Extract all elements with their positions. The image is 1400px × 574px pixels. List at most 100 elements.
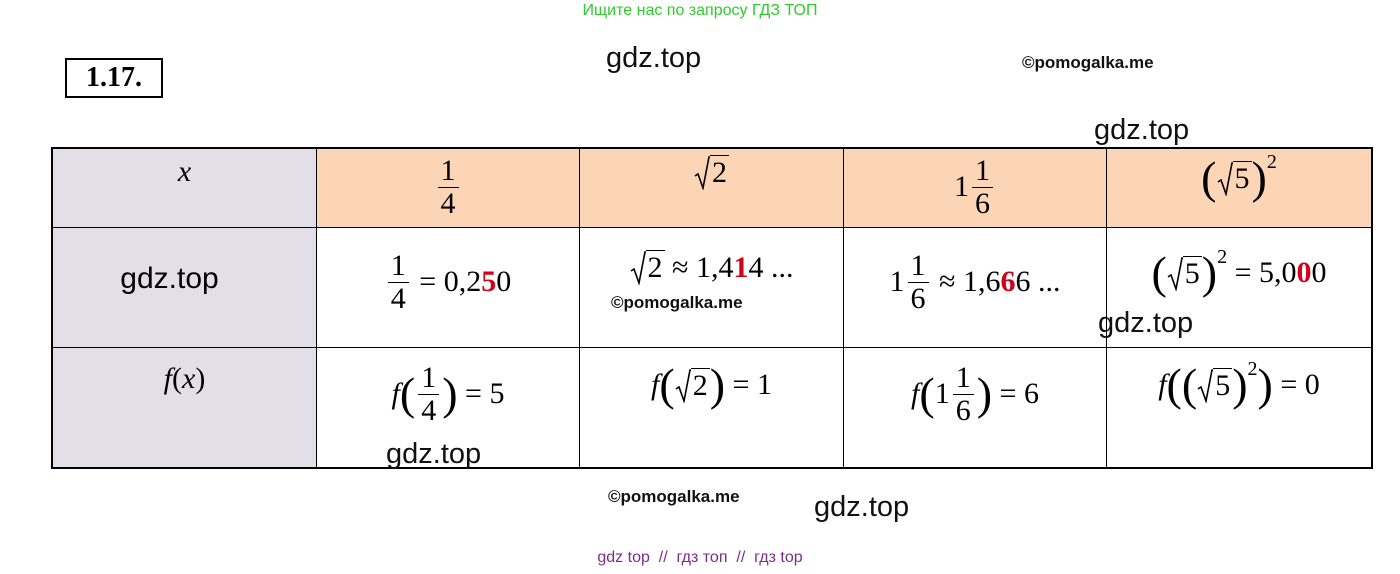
expression: x: [178, 155, 191, 189]
expression: f(2) = 1: [651, 362, 772, 408]
math-text: = 5,0: [1227, 256, 1297, 289]
radical-sign: [694, 156, 710, 190]
math-big: ): [1257, 359, 1273, 410]
math-big: (: [1166, 359, 1182, 410]
denominator: 4: [440, 186, 456, 220]
math-big: ): [1201, 247, 1218, 298]
numerator: 1: [437, 155, 459, 188]
math-red: 5: [481, 265, 497, 298]
denominator: 6: [910, 281, 926, 315]
math-text: ): [195, 362, 206, 395]
expression: gdz.top: [120, 250, 248, 296]
table-cell: f(2) = 1: [580, 348, 844, 467]
radical-sign: [1217, 161, 1233, 196]
radicand: 2: [710, 155, 729, 189]
denominator: 4: [390, 281, 406, 315]
table-cell: (5) 2 = 5,0 0 0: [1107, 228, 1371, 348]
radical-sign: [675, 368, 691, 403]
math-i: f: [911, 377, 920, 410]
math-sup: 2: [1247, 358, 1258, 380]
math-text: = 0: [1272, 368, 1320, 401]
denominator: 6: [975, 186, 990, 220]
numerator: 1: [387, 250, 409, 283]
math-big: (: [1181, 359, 1198, 410]
math-text: (: [172, 362, 182, 395]
radicand: 5: [1232, 160, 1252, 195]
math-big: ): [709, 359, 726, 410]
math-i: f: [391, 377, 400, 410]
math-i: f: [163, 362, 172, 395]
expression: 2 ≈ 1,4 1 4 ...: [630, 250, 794, 285]
radical-sign: [1197, 368, 1214, 403]
math-text: 1: [934, 377, 950, 410]
math-red: 0: [1296, 256, 1312, 289]
watermark: gdz.top: [386, 438, 482, 470]
math-text: 0: [1311, 256, 1327, 289]
expression: f(x): [164, 362, 206, 396]
math-text: 1: [954, 170, 969, 203]
math-text: 4 ...: [748, 250, 794, 284]
math-sup: 2: [1266, 151, 1277, 173]
math-big: (: [1201, 152, 1217, 203]
math-i: x: [177, 155, 192, 188]
footer: gdz top // гдз топ // гдз top: [597, 549, 803, 566]
watermark: gdz.top: [1098, 307, 1194, 339]
math-text: = 1: [725, 368, 772, 401]
math-i: f: [1158, 368, 1167, 401]
expression: 2: [694, 155, 729, 190]
math-text: 1: [889, 265, 905, 298]
table-cell: (5) 2: [1107, 149, 1371, 228]
math-text: ≈ 1,6: [931, 265, 1001, 298]
expression: (5) 2: [1201, 151, 1277, 203]
math-i: f: [651, 368, 660, 401]
table-cell: 2: [580, 149, 844, 228]
math-sup: 2: [1217, 246, 1228, 268]
radicand: 5: [1182, 255, 1202, 290]
table-cell: 2 ≈ 1,4 1 4 ...: [580, 228, 844, 348]
watermark: ©pomogalka.me: [611, 293, 743, 312]
table: x 1 4 2 1 1 6(5) 2 gdz.top 1 4 = 0,2 5 0 2 ≈ 1,4 1 4 ..…: [51, 147, 1373, 469]
watermark: gdz.top: [606, 42, 702, 74]
expression: f((5) 2) = 0: [1158, 358, 1320, 410]
numerator: 1: [907, 250, 929, 283]
problem-number: 1.17.: [65, 58, 163, 98]
math-red: 6: [1000, 265, 1016, 298]
expression: (5) 2 = 5,0 0 0: [1151, 246, 1327, 298]
math-big: (: [399, 368, 416, 419]
math-big: (: [919, 368, 935, 419]
banner: Ищите нас по запросу ГДЗ ТОП: [582, 2, 818, 19]
math-text: gdz.top: [120, 262, 219, 295]
numerator: 1: [952, 362, 974, 395]
square-root: 5: [1197, 367, 1233, 403]
math-big: ): [1251, 152, 1267, 203]
watermark: ©pomogalka.me: [1022, 53, 1154, 72]
watermark: gdz.top: [1094, 114, 1190, 146]
watermark: gdz.top: [814, 491, 910, 523]
math-big: (: [1151, 247, 1167, 298]
table-cell: f((5) 2) = 0: [1107, 348, 1371, 467]
square-root: 5: [1217, 160, 1252, 196]
math-text: 0: [496, 265, 512, 298]
math-i: x: [182, 362, 196, 395]
numerator: 1: [972, 155, 993, 188]
square-root: 5: [1167, 255, 1202, 291]
table-cell: f(1 1 6) = 6: [844, 348, 1107, 467]
expression: f(1 4) = 5: [392, 362, 505, 426]
math-text: 6 ...: [1015, 265, 1061, 298]
radicand: 2: [645, 250, 665, 284]
